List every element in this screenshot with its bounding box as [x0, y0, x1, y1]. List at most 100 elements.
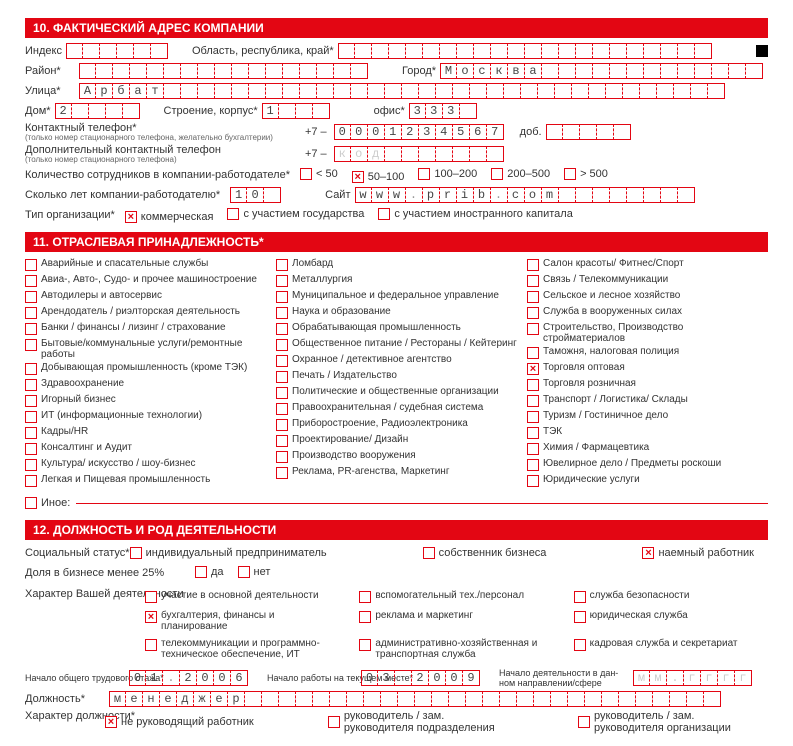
other-checkbox[interactable] [25, 497, 37, 509]
industry-item[interactable]: Печать / Издательство [276, 370, 517, 384]
checkbox[interactable] [359, 611, 371, 623]
industry-item[interactable]: Игорный бизнес [25, 394, 266, 408]
industry-item[interactable]: Ювелирное дело / Предметы роскоши [527, 458, 768, 472]
checkbox[interactable] [238, 566, 250, 578]
industry-item[interactable]: Политические и общественные организации [276, 386, 517, 400]
industry-item[interactable]: Добывающая промышленность (кроме ТЭК) [25, 362, 266, 376]
checkbox[interactable] [276, 451, 288, 463]
option[interactable]: коммерческая [125, 211, 214, 223]
checkbox[interactable] [574, 591, 586, 603]
checkbox[interactable] [25, 307, 37, 319]
site-cells[interactable]: www.prib.com [355, 187, 695, 203]
checkbox[interactable] [527, 259, 539, 271]
phone-cells[interactable]: 0001234567 [334, 124, 504, 140]
industry-item[interactable]: Таможня, налоговая полиция [527, 346, 768, 360]
years-cells[interactable]: 10 [230, 187, 281, 203]
checkbox[interactable] [130, 547, 142, 559]
industry-item[interactable]: Приборостроение, Радиоэлектроника [276, 418, 517, 432]
option[interactable]: да [195, 566, 224, 578]
activity-item[interactable]: реклама и маркетинг [359, 610, 553, 632]
checkbox[interactable] [276, 371, 288, 383]
industry-item[interactable]: Консалтинг и Аудит [25, 442, 266, 456]
checkbox[interactable] [25, 427, 37, 439]
checkbox[interactable] [378, 208, 390, 220]
checkbox[interactable] [25, 363, 37, 375]
checkbox[interactable] [276, 419, 288, 431]
option[interactable]: < 50 [300, 168, 338, 180]
checkbox[interactable] [25, 291, 37, 303]
checkbox[interactable] [145, 591, 157, 603]
option[interactable]: 100–200 [418, 168, 477, 180]
index-cells[interactable] [66, 43, 168, 59]
checkbox[interactable] [527, 275, 539, 287]
option[interactable]: руководитель / зам. руководителя подразд… [328, 710, 504, 734]
street-cells[interactable]: Арбат [79, 83, 725, 99]
industry-item[interactable]: Здравоохранение [25, 378, 266, 392]
checkbox[interactable] [527, 427, 539, 439]
industry-item[interactable]: Правоохранительная / судебная система [276, 402, 517, 416]
checkbox[interactable] [574, 639, 586, 651]
industry-item[interactable]: ИТ (информационные технологии) [25, 410, 266, 424]
option[interactable]: наемный работник [642, 547, 754, 559]
industry-item[interactable]: Бытовые/коммунальные услуги/ремонтные ра… [25, 338, 266, 360]
checkbox[interactable] [276, 355, 288, 367]
option[interactable]: 50–100 [352, 171, 405, 183]
industry-item[interactable]: Банки / финансы / лизинг / страхование [25, 322, 266, 336]
activity-item[interactable]: кадровая служба и секретариат [574, 638, 768, 660]
activity-item[interactable]: участие в основной деятельности [145, 590, 339, 604]
house-cells[interactable]: 2 [55, 103, 140, 119]
activity-item[interactable]: административно-хозяйственная и транспор… [359, 638, 553, 660]
industry-item[interactable]: Производство вооружения [276, 450, 517, 464]
position-cells[interactable]: менеджер [109, 691, 721, 707]
industry-item[interactable]: Авиа-, Авто-, Судо- и прочее машинострое… [25, 274, 266, 288]
checkbox[interactable] [276, 275, 288, 287]
checkbox[interactable] [25, 475, 37, 487]
region-cells[interactable] [338, 43, 712, 59]
checkbox[interactable] [25, 259, 37, 271]
checkbox[interactable] [25, 323, 37, 335]
industry-item[interactable]: Автодилеры и автосервис [25, 290, 266, 304]
checkbox[interactable] [527, 475, 539, 487]
checkbox[interactable] [491, 168, 503, 180]
checkbox[interactable] [227, 208, 239, 220]
industry-item[interactable]: Ломбард [276, 258, 517, 272]
industry-item[interactable]: Туризм / Гостиничное дело [527, 410, 768, 424]
option[interactable]: > 500 [564, 168, 608, 180]
checkbox[interactable] [276, 403, 288, 415]
checkbox[interactable] [527, 323, 539, 335]
checkbox[interactable] [105, 716, 117, 728]
checkbox[interactable] [527, 411, 539, 423]
industry-item[interactable]: Связь / Телекоммуникации [527, 274, 768, 288]
checkbox[interactable] [328, 716, 340, 728]
checkbox[interactable] [25, 443, 37, 455]
office-cells[interactable]: 333 [409, 103, 477, 119]
checkbox[interactable] [423, 547, 435, 559]
field-start-cells[interactable]: мм.гггг [633, 670, 752, 686]
activity-item[interactable]: служба безопасности [574, 590, 768, 604]
activity-item[interactable]: юридическая служба [574, 610, 768, 632]
checkbox[interactable] [359, 591, 371, 603]
checkbox[interactable] [276, 259, 288, 271]
checkbox[interactable] [574, 611, 586, 623]
industry-item[interactable]: Кадры/HR [25, 426, 266, 440]
industry-item[interactable]: Муниципальное и федеральное управление [276, 290, 517, 304]
option[interactable]: индивидуальный предприниматель [130, 547, 327, 559]
activity-item[interactable]: телекоммуникации и программно-техническо… [145, 638, 339, 660]
checkbox[interactable] [276, 467, 288, 479]
checkbox[interactable] [527, 443, 539, 455]
option[interactable]: нет [238, 566, 271, 578]
industry-item[interactable]: Обрабатывающая промышленность [276, 322, 517, 336]
checkbox[interactable] [276, 339, 288, 351]
checkbox[interactable] [527, 459, 539, 471]
industry-item[interactable]: Культура/ искусство / шоу-бизнес [25, 458, 266, 472]
checkbox[interactable] [25, 339, 37, 351]
checkbox[interactable] [527, 307, 539, 319]
city-cells[interactable]: Москва [440, 63, 763, 79]
checkbox[interactable] [125, 211, 137, 223]
checkbox[interactable] [25, 379, 37, 391]
checkbox[interactable] [276, 387, 288, 399]
checkbox[interactable] [145, 611, 157, 623]
checkbox[interactable] [25, 411, 37, 423]
checkbox[interactable] [527, 347, 539, 359]
industry-item[interactable]: Служба в вооруженных силах [527, 306, 768, 320]
